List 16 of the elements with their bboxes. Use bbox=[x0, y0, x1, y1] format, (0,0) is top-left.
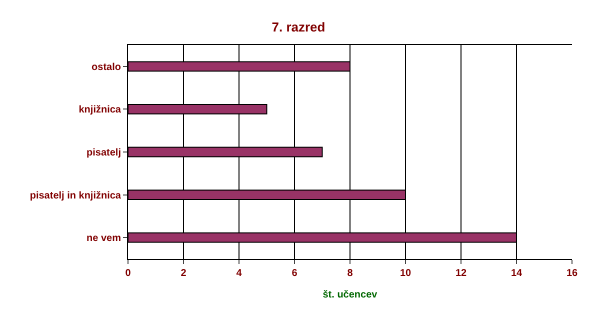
chart-title: 7. razred bbox=[272, 20, 326, 35]
x-tick-label: 16 bbox=[566, 268, 578, 279]
y-tick-label: pisatelj in knjižnica bbox=[30, 190, 122, 202]
y-tick-label: pisatelj bbox=[86, 148, 122, 158]
x-tick-label: 8 bbox=[347, 268, 354, 279]
y-tick-label: knjižnica bbox=[78, 104, 122, 116]
x-tick-label: 14 bbox=[510, 268, 522, 279]
x-tick-label: 6 bbox=[292, 268, 298, 279]
x-tick-label: 0 bbox=[125, 268, 132, 279]
x-tick-label: 10 bbox=[400, 268, 412, 279]
x-tick-label: 2 bbox=[180, 268, 187, 279]
x-tick-label: 12 bbox=[455, 268, 467, 279]
x-tick-label: 4 bbox=[236, 268, 242, 279]
y-tick-label: ostalo bbox=[92, 62, 121, 73]
y-tick-label: ne vem bbox=[86, 233, 122, 244]
x-axis-title: št. učencev bbox=[322, 290, 378, 300]
